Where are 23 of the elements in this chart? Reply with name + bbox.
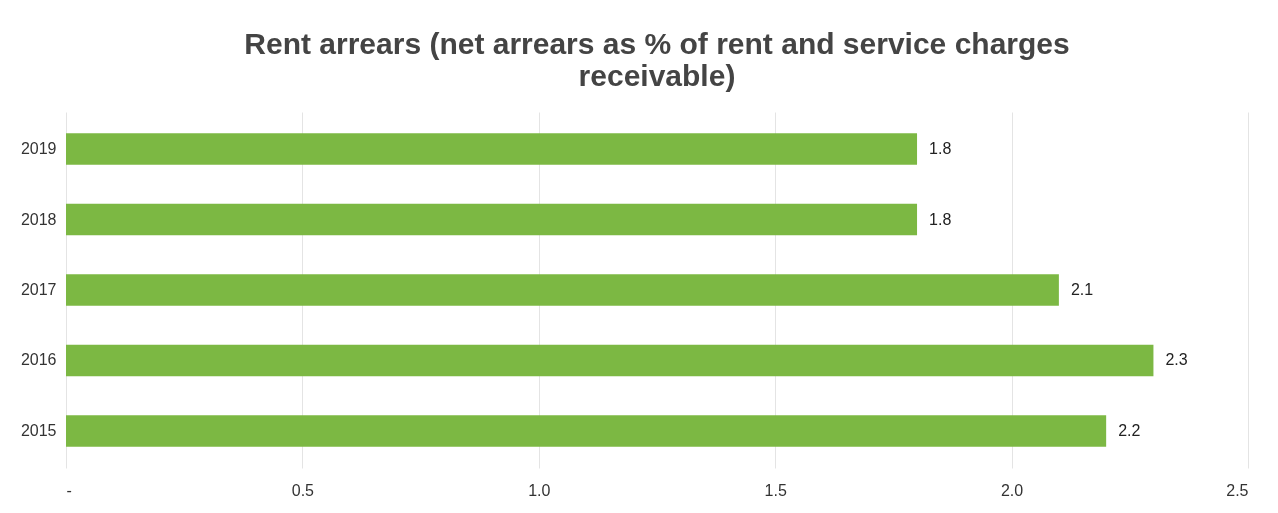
x-tick-label: -: [66, 481, 72, 499]
bar: [66, 344, 1154, 377]
text: Rent arrears (net arrears as % of rent and service charges: [244, 27, 1070, 60]
y-tick-label: 2018: [20, 210, 57, 228]
data-label: 1.8: [929, 140, 952, 158]
x-tick-label: 1.5: [764, 481, 787, 499]
bar: [66, 133, 918, 165]
y-tick-label: 2019: [20, 140, 57, 158]
y-tick-label: 2017: [20, 281, 57, 298]
bar: [66, 203, 918, 236]
bar: [66, 415, 1107, 447]
data-label: 2.3: [1165, 351, 1188, 369]
x-tick-label: 0.5: [291, 481, 315, 499]
text: receivable): [578, 59, 736, 92]
x-tick-label: 2.5: [1226, 481, 1249, 499]
x-tick-label: 2.0: [1000, 481, 1024, 499]
data-label: 1.8: [929, 210, 952, 228]
y-tick-label: 2016: [20, 351, 57, 369]
x-tick-label: 1.0: [528, 481, 551, 499]
bar: [66, 274, 1059, 306]
data-label: 2.2: [1118, 421, 1141, 439]
data-label: 2.1: [1070, 281, 1094, 298]
y-tick-label: 2015: [20, 421, 57, 439]
